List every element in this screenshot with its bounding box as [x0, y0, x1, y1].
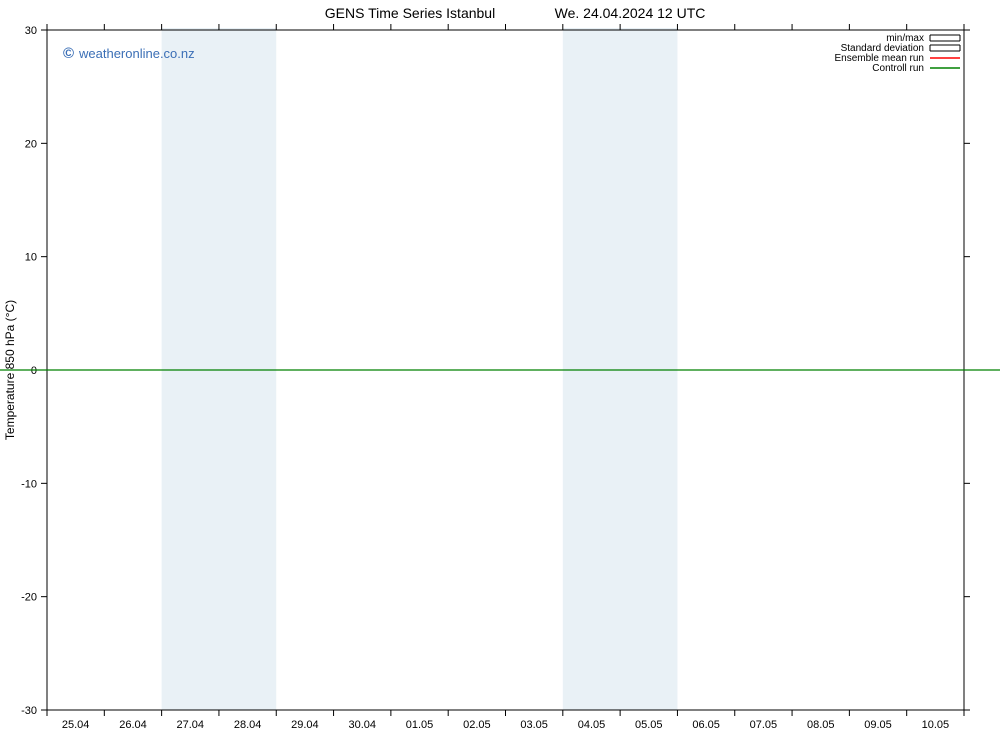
- x-tick-label: 28.04: [234, 719, 262, 731]
- x-tick-label: 30.04: [348, 719, 376, 731]
- y-tick-label: -20: [21, 592, 37, 604]
- y-tick-label: 0: [31, 365, 37, 377]
- chart-background: [0, 0, 1000, 733]
- x-tick-label: 26.04: [119, 719, 147, 731]
- y-tick-label: -10: [21, 478, 37, 490]
- x-tick-label: 06.05: [692, 719, 720, 731]
- x-tick-label: 29.04: [291, 719, 319, 731]
- weekend-band: [162, 28, 277, 710]
- x-tick-label: 05.05: [635, 719, 663, 731]
- x-tick-label: 01.05: [406, 719, 434, 731]
- y-tick-label: -30: [21, 705, 37, 717]
- y-tick-label: 30: [25, 25, 37, 37]
- x-tick-label: 10.05: [922, 719, 950, 731]
- x-tick-label: 03.05: [520, 719, 548, 731]
- watermark-copyright: ©: [63, 45, 74, 62]
- weekend-band: [563, 28, 678, 710]
- x-tick-label: 09.05: [864, 719, 892, 731]
- x-tick-label: 08.05: [807, 719, 835, 731]
- y-tick-label: 20: [25, 138, 37, 150]
- timeseries-chart: -30 -20 -10 0 10 20 30 25.04 26.04 27.04 28.04 29.0…: [0, 0, 1000, 733]
- chart-title-left: GENS Time Series Istanbul: [325, 5, 495, 21]
- watermark-text: weatheronline.co.nz: [78, 46, 195, 61]
- x-tick-label: 25.04: [62, 719, 90, 731]
- x-tick-label: 07.05: [750, 719, 778, 731]
- x-tick-label: 04.05: [578, 719, 606, 731]
- x-tick-label: 02.05: [463, 719, 491, 731]
- chart-title-right: We. 24.04.2024 12 UTC: [555, 5, 706, 21]
- legend-label: Controll run: [872, 63, 924, 74]
- x-tick-label: 27.04: [177, 719, 205, 731]
- y-tick-label: 10: [25, 252, 37, 264]
